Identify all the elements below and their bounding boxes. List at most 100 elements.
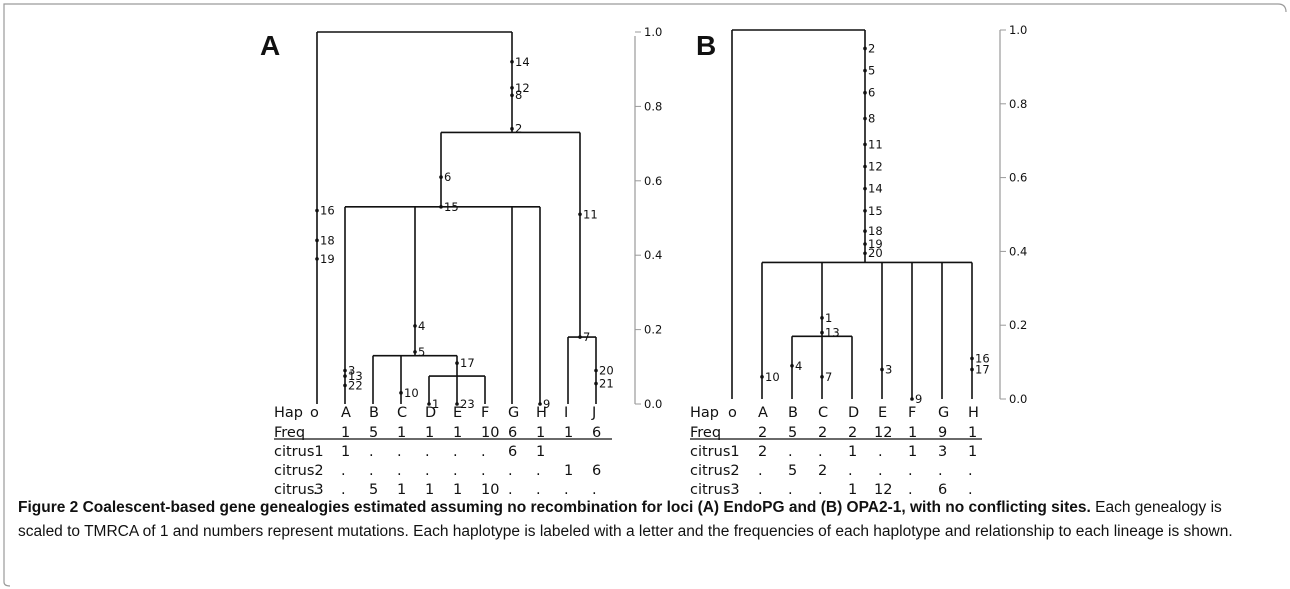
mutation-label-a-14: 14 xyxy=(515,55,530,69)
table-b-cell-citrus2-7: . xyxy=(938,463,943,479)
scale-label-b-0.6: 0.6 xyxy=(1009,171,1027,185)
table-a-cell-citrus2-3: . xyxy=(397,463,402,479)
mutation-label-b-1: 1 xyxy=(825,311,832,325)
table-a-cell-Hap-3: C xyxy=(397,405,407,421)
table-b-cell-citrus2-5: . xyxy=(878,463,883,479)
tree-a-branches xyxy=(317,32,596,404)
mutation-label-b-13: 13 xyxy=(825,326,840,340)
mutation-dot-a-19 xyxy=(315,257,319,261)
mutation-dot-b-16 xyxy=(970,357,974,361)
mutation-label-b-12: 12 xyxy=(868,160,883,174)
table-a-cell-citrus2-4: . xyxy=(425,463,430,479)
table-b-cell-Hap-0: o xyxy=(728,405,737,421)
table-b-cell-citrus1-4: 1 xyxy=(848,444,857,460)
mutation-dot-a-15 xyxy=(439,205,443,209)
mutation-label-b-18: 18 xyxy=(868,224,883,238)
table-b-cell-citrus2-2: 5 xyxy=(788,463,797,479)
table-a-cell-Hap-5: E xyxy=(453,405,462,421)
mutation-label-a-5: 5 xyxy=(418,345,425,359)
mutation-dot-a-22 xyxy=(343,384,347,388)
mutation-label-a-17: 17 xyxy=(460,356,475,370)
frame-left-border xyxy=(4,4,14,586)
mutation-dot-a-4 xyxy=(413,324,417,328)
mutation-dot-b-18 xyxy=(863,229,867,233)
mutation-dot-a-11 xyxy=(578,212,582,216)
table-b-cell-citrus1-5: . xyxy=(878,444,883,460)
scale-label-a-0.6: 0.6 xyxy=(644,174,662,188)
table-b-cell-Hap-3: C xyxy=(818,405,828,421)
scale-label-a-0.8: 0.8 xyxy=(644,99,662,113)
table-b-cell-citrus2-6: . xyxy=(908,463,913,479)
mutation-label-b-6: 6 xyxy=(868,86,875,100)
mutation-dot-a-14 xyxy=(510,60,514,64)
mutation-dot-a-7 xyxy=(578,335,582,339)
table-b-cell-Hap-8: H xyxy=(968,405,979,421)
mutation-label-a-23: 23 xyxy=(460,397,475,411)
mutation-label-a-18: 18 xyxy=(320,233,335,247)
table-a-cell-Freq-6: 10 xyxy=(481,425,499,441)
table-a-cell-citrus1-6: . xyxy=(481,444,486,460)
tree-b-branches xyxy=(732,30,972,399)
mutation-label-b-8: 8 xyxy=(868,112,875,126)
mutation-dot-a-21 xyxy=(594,382,598,386)
table-a-cell-citrus2-2: . xyxy=(369,463,374,479)
table-a-cell-Freq-4: 1 xyxy=(425,425,434,441)
mutation-label-a-11: 11 xyxy=(583,207,598,221)
table-a-cell-Freq-5: 1 xyxy=(453,425,462,441)
table-b-cell-Hap-6: F xyxy=(908,405,916,421)
mutation-label-b-15: 15 xyxy=(868,204,883,218)
mutation-dot-a-8 xyxy=(510,93,514,97)
table-b-cell-citrus2-8: . xyxy=(968,463,973,479)
mutation-dot-a-10 xyxy=(399,391,403,395)
mutation-dot-a-13 xyxy=(343,374,347,378)
table-b-cell-Freq-2: 5 xyxy=(788,425,797,441)
mutation-dot-a-2 xyxy=(510,127,514,131)
table-a-cell-Hap-4: D xyxy=(425,405,436,421)
mutation-label-b-2: 2 xyxy=(868,41,875,55)
table-b-cell-Freq-3: 2 xyxy=(818,425,827,441)
mutation-label-b-14: 14 xyxy=(868,182,883,196)
mutation-dot-a-18 xyxy=(315,239,319,243)
table-a-cell-citrus1-3: . xyxy=(397,444,402,460)
table-b-cell-citrus1-7: 3 xyxy=(938,444,947,460)
table-b-cell-Hap-1: A xyxy=(758,405,768,421)
table-b-cell-citrus2-1: . xyxy=(758,463,763,479)
mutation-dot-b-1 xyxy=(820,316,824,320)
table-a-cell-Hap-9: I xyxy=(564,405,568,421)
table-a-cell-Hap-7: G xyxy=(508,405,519,421)
mutation-dot-a-17 xyxy=(455,361,459,365)
mutation-label-a-7: 7 xyxy=(583,330,590,344)
table-b-cell-Freq-4: 2 xyxy=(848,425,857,441)
table-b-cell-Hap-2: B xyxy=(788,405,798,421)
mutation-label-a-8: 8 xyxy=(515,88,522,102)
table-a-cell-Freq-9: 1 xyxy=(564,425,573,441)
panel-a-label: A xyxy=(260,30,280,61)
mutation-dot-a-5 xyxy=(413,350,417,354)
mutation-label-b-4: 4 xyxy=(795,359,802,373)
mutation-label-b-11: 11 xyxy=(868,137,883,151)
mutation-label-a-2: 2 xyxy=(515,122,522,136)
scale-label-b-1.0: 1.0 xyxy=(1009,23,1027,37)
table-a-row-label-citrus1: citrus1 xyxy=(274,444,324,460)
genealogy-panel-b: B 2568111214151819201011347391617 1.00.8… xyxy=(690,23,1027,498)
scale-label-b-0.0: 0.0 xyxy=(1009,392,1027,406)
table-b-cell-citrus2-4: . xyxy=(848,463,853,479)
table-b-cell-Freq-6: 1 xyxy=(908,425,917,441)
mutation-dot-a-6 xyxy=(439,175,443,179)
mutation-dot-b-4 xyxy=(790,364,794,368)
scale-bar-a: 1.00.80.60.40.20.0 xyxy=(635,25,662,411)
table-a-cell-Freq-10: 6 xyxy=(592,425,601,441)
table-b-cell-Freq-8: 1 xyxy=(968,425,977,441)
table-b-cell-Freq-1: 2 xyxy=(758,425,767,441)
mutation-dot-b-10 xyxy=(760,375,764,379)
mutation-label-b-17: 17 xyxy=(975,362,990,376)
table-b-cell-Hap-5: E xyxy=(878,405,887,421)
table-a-cell-Hap-10: J xyxy=(591,405,596,421)
table-b-row-label-Hap: Hap xyxy=(690,405,719,421)
mutation-label-b-5: 5 xyxy=(868,64,875,78)
table-a-cell-citrus2-10: 6 xyxy=(592,463,601,479)
mutation-label-b-20: 20 xyxy=(868,246,883,260)
mutation-dot-b-11 xyxy=(863,143,867,147)
